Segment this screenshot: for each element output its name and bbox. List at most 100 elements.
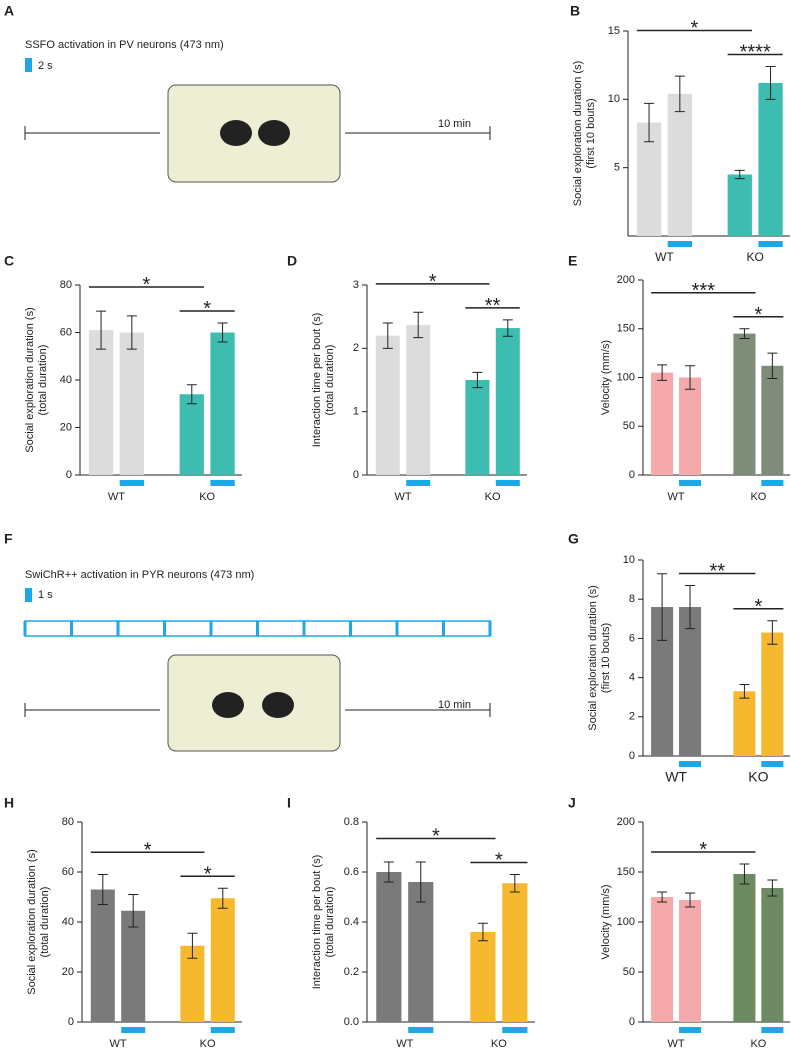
y-tick-label: 2: [629, 711, 635, 723]
y-tick-label: 8: [629, 593, 635, 605]
pulse: [302, 621, 306, 636]
schematic-title: SwiChR++ activation in PYR neurons (473 …: [25, 569, 254, 581]
bar: [761, 365, 784, 475]
pulse: [488, 621, 492, 636]
error-bar: [767, 620, 778, 645]
bar: [502, 883, 528, 1022]
light-indicator: [761, 480, 784, 486]
group-label: KO: [491, 1038, 507, 1050]
arena: [167, 654, 341, 752]
y-tick-label: 5: [614, 162, 620, 174]
group-label: KO: [750, 491, 766, 503]
mouse: [220, 120, 252, 146]
significance-label: *: [754, 304, 762, 326]
light-indicator: [210, 1027, 235, 1033]
pulse-key: [25, 58, 32, 72]
group-label: WT: [109, 1038, 126, 1050]
mouse: [262, 692, 294, 718]
light-indicator: [406, 480, 431, 486]
y-tick-label: 3: [353, 279, 359, 291]
error-bar: [217, 887, 228, 909]
light-indicator: [758, 241, 783, 247]
panel-letter: C: [4, 253, 14, 269]
bar: [761, 632, 784, 756]
y-tick-label: 10: [608, 93, 620, 105]
schematic-title: SSFO activation in PV neurons (473 nm): [25, 39, 224, 51]
arena: [167, 84, 341, 183]
error-bar: [415, 861, 426, 903]
group-label: KO: [200, 1038, 216, 1050]
error-bar: [734, 169, 745, 180]
group-label: WT: [396, 1038, 413, 1050]
error-bar: [217, 322, 228, 343]
y-tick-label: 0: [68, 1016, 74, 1028]
y-tick-label: 200: [617, 274, 635, 286]
bar: [651, 372, 674, 475]
y-tick-label: 0.0: [344, 1016, 359, 1028]
bar: [121, 910, 146, 1022]
pulse-label: 1 s: [38, 589, 53, 601]
y-axis-label: Velocity (mm/s): [600, 340, 612, 415]
y-tick-label: 6: [629, 632, 635, 644]
group-label: KO: [750, 1038, 766, 1050]
pulse: [256, 621, 259, 636]
error-bar: [765, 66, 776, 100]
pulse: [116, 621, 120, 636]
group-label: WT: [394, 491, 411, 503]
y-tick-label: 0: [629, 469, 635, 481]
group-label: WT: [655, 250, 674, 264]
bar: [679, 900, 702, 1022]
group-label: KO: [746, 250, 763, 264]
bar: [495, 328, 520, 475]
pulse: [163, 621, 166, 636]
bar: [375, 335, 400, 475]
y-axis-label: Interaction time per bout (s): [311, 313, 323, 448]
y-tick-label: 80: [60, 279, 72, 291]
bar: [733, 691, 756, 756]
bar: [651, 897, 674, 1022]
y-tick-label: 20: [62, 966, 74, 978]
error-bar: [767, 352, 778, 379]
y-tick-label: 15: [608, 25, 620, 37]
error-bar: [502, 319, 513, 337]
y-axis-label: Social exploration duration (s): [24, 307, 36, 453]
bar: [679, 607, 702, 756]
y-axis-label: Social exploration duration (s): [587, 585, 599, 731]
light-indicator: [761, 761, 784, 767]
error-bar: [657, 891, 668, 903]
significance-label: *: [699, 839, 707, 861]
error-bar: [383, 861, 394, 883]
significance-label: *: [204, 863, 212, 885]
y-tick-label: 0: [66, 469, 72, 481]
significance-label: **: [485, 295, 501, 317]
y-tick-label: 60: [62, 866, 74, 878]
significance-label: ****: [740, 42, 771, 64]
significance-label: *: [144, 839, 152, 861]
bar: [470, 932, 496, 1022]
light-indicator: [119, 480, 144, 486]
y-tick-label: 150: [617, 323, 635, 335]
panel-letter: I: [287, 795, 291, 811]
panel-letter: B: [570, 3, 580, 19]
pulse-key: [25, 588, 32, 602]
panel-letter: J: [568, 795, 576, 811]
pulses: [23, 621, 492, 636]
y-tick-label: 0.8: [344, 816, 359, 828]
y-axis-label: Velocity (mm/s): [600, 884, 612, 959]
bar: [408, 882, 434, 1022]
bar: [376, 872, 402, 1022]
error-bar: [739, 683, 750, 699]
group-label: KO: [485, 491, 501, 503]
error-bar: [739, 328, 750, 339]
bar: [88, 330, 114, 475]
bar: [210, 332, 235, 475]
light-indicator: [210, 480, 235, 486]
significance-label: *: [429, 271, 437, 293]
error-bar: [472, 371, 483, 389]
pulse: [395, 621, 399, 636]
y-tick-label: 200: [617, 816, 635, 828]
bar: [651, 607, 674, 756]
significance-label: *: [495, 850, 503, 872]
error-bar: [477, 922, 488, 942]
group-label: WT: [668, 491, 685, 503]
